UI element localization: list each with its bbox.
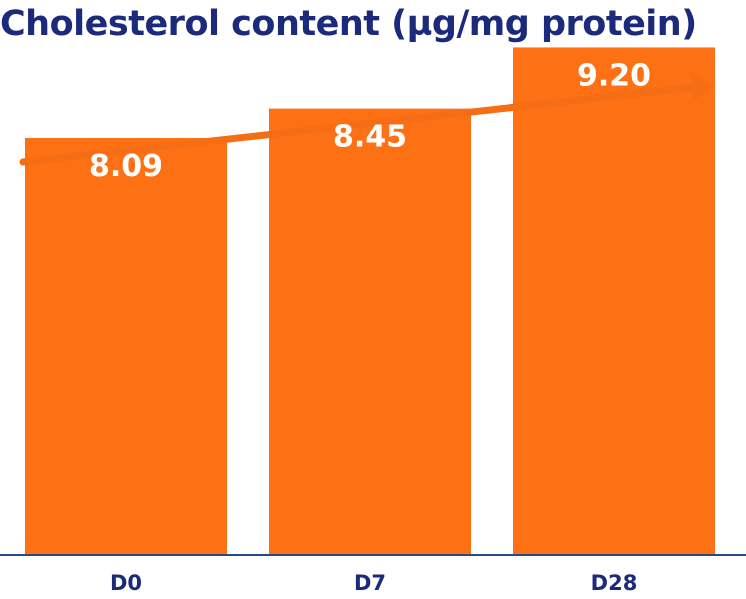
trend-arrow-shaft	[19, 83, 700, 166]
trend-arrow	[19, 71, 713, 166]
trend-arrow-head	[690, 71, 713, 101]
bar-value-label: 9.20	[577, 58, 651, 93]
bars-layer	[25, 47, 715, 556]
x-tick-label: D0	[110, 571, 142, 595]
x-tick-label: D7	[354, 571, 386, 595]
bar-d7	[269, 108, 471, 555]
chart-title: Cholesterol content (µg/mg protein)	[0, 4, 697, 44]
labels-layer: 8.09 D0 8.45 D7 9.20 D28	[89, 58, 651, 595]
x-tick-label: D28	[591, 571, 638, 595]
bar-value-label: 8.09	[89, 149, 163, 184]
bar-d28	[513, 47, 715, 556]
bar-value-label: 8.45	[333, 120, 407, 155]
bar-d0	[25, 138, 227, 556]
